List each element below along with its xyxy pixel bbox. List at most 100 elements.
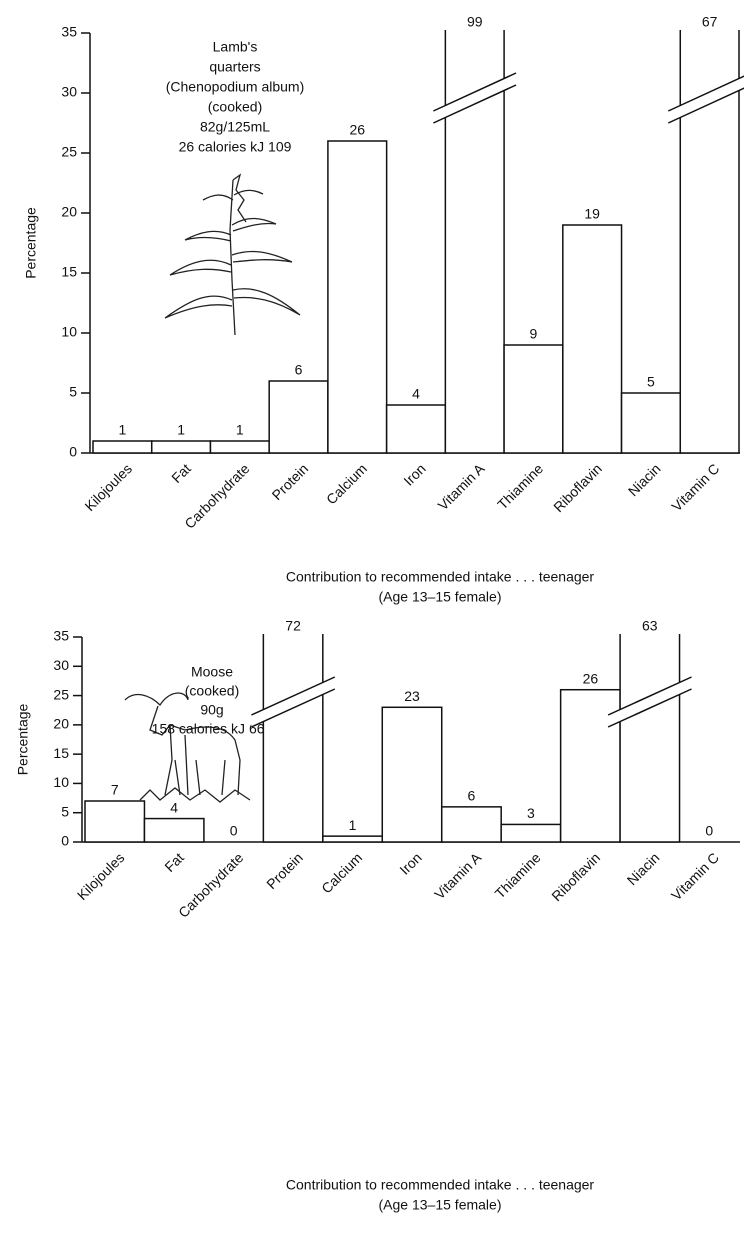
data-label: 26 [583, 670, 599, 686]
x-tick-label: Thiamine [492, 849, 544, 901]
x-tick-label: Niacin [624, 849, 663, 888]
axis-break [607, 676, 692, 716]
y-tick-label: 5 [69, 384, 77, 400]
y-tick-label: 30 [61, 84, 77, 100]
data-label: 1 [177, 422, 185, 438]
annotation: Moose [191, 664, 233, 680]
y-tick-label: 25 [61, 144, 77, 160]
data-label: 6 [295, 362, 303, 378]
y-axis-label: Percentage [23, 207, 39, 279]
bar [92, 440, 153, 454]
data-label: 1 [236, 422, 244, 438]
annotation: 158 calories kJ 661 [152, 721, 273, 737]
bar [679, 30, 740, 454]
x-tick-label: Fat [161, 849, 187, 875]
axis-break [251, 677, 335, 727]
x-tick-label: Vitamin A [431, 849, 484, 902]
x-axis-label: Contribution to recommended intake . . .… [286, 1177, 595, 1193]
x-tick-label: Vitamin C [668, 460, 722, 514]
bar [84, 800, 146, 843]
data-label: 4 [170, 799, 178, 815]
y-tick-label: 20 [61, 204, 77, 220]
annotation: Lamb's [213, 39, 258, 55]
x-tick-label: Kilojoules [74, 849, 128, 903]
data-label: 4 [412, 386, 420, 402]
x-axis-label: Contribution to recommended intake . . .… [286, 569, 595, 585]
data-label: 6 [468, 788, 476, 804]
x-axis-label: (Age 13–15 female) [379, 1197, 502, 1213]
bar [381, 706, 443, 843]
y-tick-label: 35 [61, 24, 77, 40]
y-tick-label: 10 [53, 774, 69, 790]
axis-break [667, 87, 744, 124]
annotation: (Chenopodium album) [166, 79, 305, 95]
x-tick-label: Riboflavin [548, 849, 603, 904]
data-label: 0 [705, 823, 713, 839]
x-axis-label: (Age 13–15 female) [379, 589, 502, 605]
annotation: 82g/125mL [200, 119, 270, 135]
axis-break [251, 688, 336, 728]
x-tick-label: Vitamin A [435, 460, 488, 513]
x-tick-label: Vitamin C [668, 849, 722, 903]
data-label: 67 [702, 14, 718, 30]
y-tick-label: 35 [53, 628, 69, 644]
axis-break [608, 677, 692, 727]
data-label: 26 [349, 122, 365, 138]
x-tick-label: Kilojoules [81, 460, 135, 514]
y-tick-label: 15 [53, 745, 69, 761]
axis-break [667, 75, 744, 112]
x-tick-label: Calcium [323, 460, 370, 507]
annotation: (cooked) [185, 683, 239, 699]
annotation: 26 calories kJ 109 [179, 139, 292, 155]
annotation: quarters [209, 59, 260, 75]
axis-break [607, 688, 692, 728]
data-label: 23 [404, 688, 420, 704]
x-tick-label: Riboflavin [550, 460, 605, 515]
data-label: 1 [349, 817, 357, 833]
bar [150, 440, 212, 454]
axis-break [433, 73, 517, 123]
x-tick-label: Protein [269, 460, 312, 503]
y-tick-label: 5 [61, 803, 69, 819]
data-label: 3 [527, 805, 535, 821]
bar [444, 30, 505, 454]
bar [262, 634, 324, 843]
data-label: 72 [285, 618, 301, 634]
moose-illustration [124, 692, 251, 803]
data-label: 0 [230, 823, 238, 839]
annotation: (cooked) [208, 99, 262, 115]
bars [84, 634, 681, 843]
axis-break [433, 72, 517, 112]
x-tick-label: Thiamine [494, 460, 546, 512]
data-label: 63 [642, 618, 658, 634]
y-tick-label: 0 [69, 444, 77, 460]
data-label: 1 [118, 422, 126, 438]
annotation: 90g [200, 702, 223, 718]
data-label: 9 [530, 326, 538, 342]
y-axis-label: Percentage [15, 703, 31, 775]
bar [619, 634, 681, 843]
y-tick-label: 25 [53, 686, 69, 702]
bar [562, 224, 623, 454]
bar [209, 440, 270, 454]
data-label: 19 [584, 206, 600, 222]
x-tick-label: Niacin [625, 460, 664, 499]
plant-illustration [164, 173, 301, 336]
data-label: 5 [647, 374, 655, 390]
bar [268, 380, 329, 454]
y-tick-label: 0 [61, 833, 69, 849]
bar [385, 404, 447, 454]
x-tick-label: Iron [400, 460, 428, 488]
bar [503, 344, 564, 454]
x-tick-label: Fat [168, 460, 194, 486]
y-tick-label: 15 [61, 264, 77, 280]
data-label: 7 [111, 782, 119, 798]
bar [559, 688, 621, 843]
axis-break [668, 76, 744, 123]
bar [327, 140, 388, 454]
bar [500, 823, 562, 843]
bar [322, 835, 384, 843]
x-tick-label: Calcium [318, 849, 365, 896]
y-tick-label: 10 [61, 324, 77, 340]
